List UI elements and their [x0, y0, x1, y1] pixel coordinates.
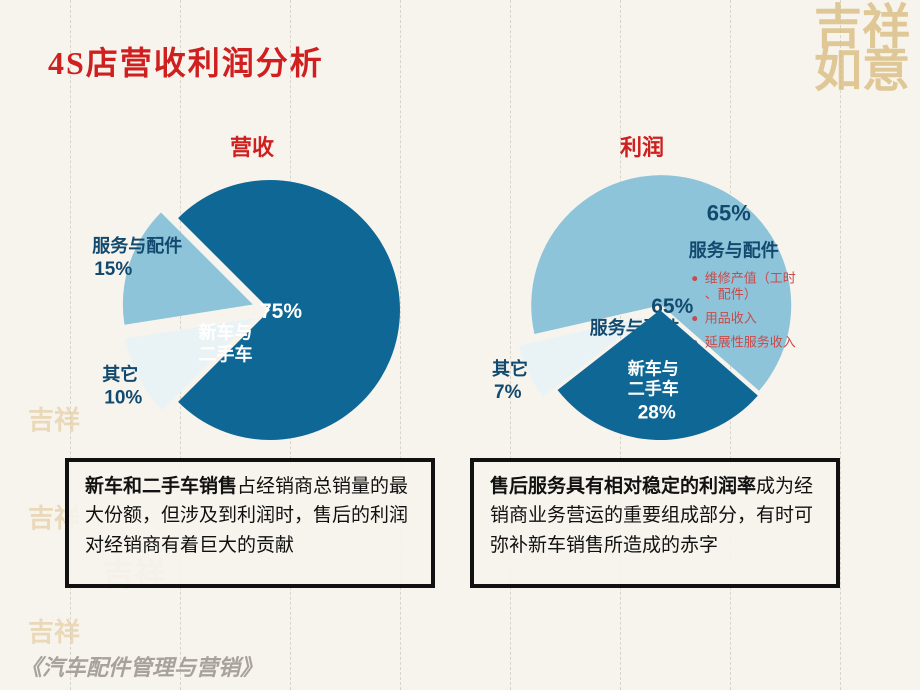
detail-item: 延展性服务收入	[705, 335, 796, 350]
pie-chart-revenue: 其它 10% 服务与配件 15% 新车与二手车 75%	[60, 100, 480, 520]
pie-chart-profit: 其它7%服务与配件65%65%服务与配件维修产值（工时、配件）用品收入延展性服务…	[450, 100, 920, 520]
bullet-icon	[692, 276, 697, 281]
slice-label: 服务与配件	[92, 235, 182, 256]
caption-right-bold: 售后服务具有相对稳定的利润率	[490, 476, 756, 497]
bullet-icon	[692, 316, 697, 321]
slice-label: 服务与配件	[689, 240, 779, 261]
watermark-line-1: 吉祥	[814, 6, 910, 49]
caption-left-bold: 新车和二手车销售	[85, 476, 237, 497]
slice-label: 新车与	[628, 359, 679, 379]
detail-item: 维修产值（工时	[705, 271, 796, 286]
slice-pct: 65%	[707, 201, 751, 226]
detail-item: 、配件）	[705, 287, 757, 302]
watermark-line-2: 如意	[814, 49, 910, 92]
detail-item: 用品收入	[705, 311, 757, 326]
slice-pct: 15%	[94, 259, 132, 280]
slice-label: 其它	[492, 358, 528, 379]
caption-box-left: 新车和二手车销售占经销商总销量的最大份额，但涉及到利润时，售后的利润对经销商有着…	[65, 458, 435, 588]
page-title: 4S店营收利润分析	[48, 38, 324, 84]
slice-pct: 75%	[260, 300, 302, 323]
watermark-top-right: 吉祥 如意	[814, 6, 910, 92]
footer-text: 《汽车配件管理与营销》	[20, 650, 262, 682]
slice-label: 二手车	[628, 379, 679, 399]
slice-label: 新车与	[199, 322, 253, 343]
watermark-mini-4: 吉祥	[28, 612, 80, 649]
slice-pct: 10%	[104, 387, 142, 408]
caption-box-right: 售后服务具有相对稳定的利润率成为经销商业务营运的重要组成部分，有时可弥补新车销售…	[470, 458, 840, 588]
slice-pct: 7%	[494, 382, 522, 403]
slice-label: 其它	[102, 363, 138, 384]
slice-pct: 28%	[638, 403, 676, 424]
slice-label: 二手车	[199, 344, 253, 365]
